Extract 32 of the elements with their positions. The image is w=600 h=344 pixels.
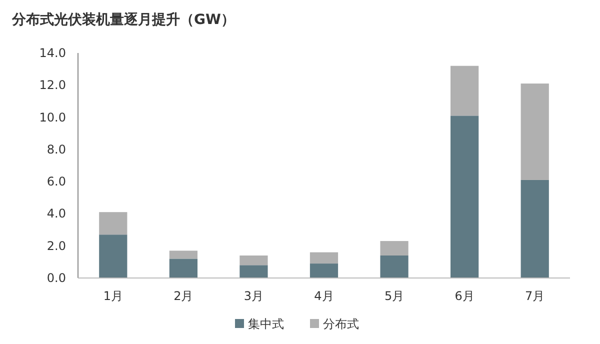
bar [240,256,268,266]
x-tick-label: 2月 [174,289,194,303]
bar [99,212,128,235]
bar [240,265,268,278]
y-tick-label: 6.0 [46,174,66,189]
y-tick-label: 14.0 [39,46,66,60]
x-tick-label: 5月 [384,289,404,303]
bar [310,264,338,278]
y-tick-label: 4.0 [46,206,66,221]
bar [520,84,549,180]
bar [450,66,479,116]
x-tick-label: 1月 [103,289,123,303]
bar [99,234,128,278]
bar [310,252,338,264]
x-tick-label: 4月 [314,289,334,303]
y-tick-label: 12.0 [39,78,66,92]
x-tick-label: 7月 [525,289,545,303]
legend-label: 集中式 [248,317,284,331]
bar [380,256,408,278]
y-tick-label: 0.0 [46,271,66,285]
y-tick-label: 2.0 [46,238,66,253]
x-tick-label: 6月 [454,289,474,303]
chart-title: 分布式光伏装机量逐月提升（GW） [11,11,235,28]
bar [169,258,198,278]
x-tick-label: 3月 [244,289,264,303]
y-tick-label: 10.0 [39,110,66,124]
bar [450,116,479,278]
bar [169,250,198,259]
legend-label: 分布式 [323,317,359,331]
bar [520,180,549,278]
bar [380,241,408,256]
y-tick-label: 8.0 [46,142,66,156]
